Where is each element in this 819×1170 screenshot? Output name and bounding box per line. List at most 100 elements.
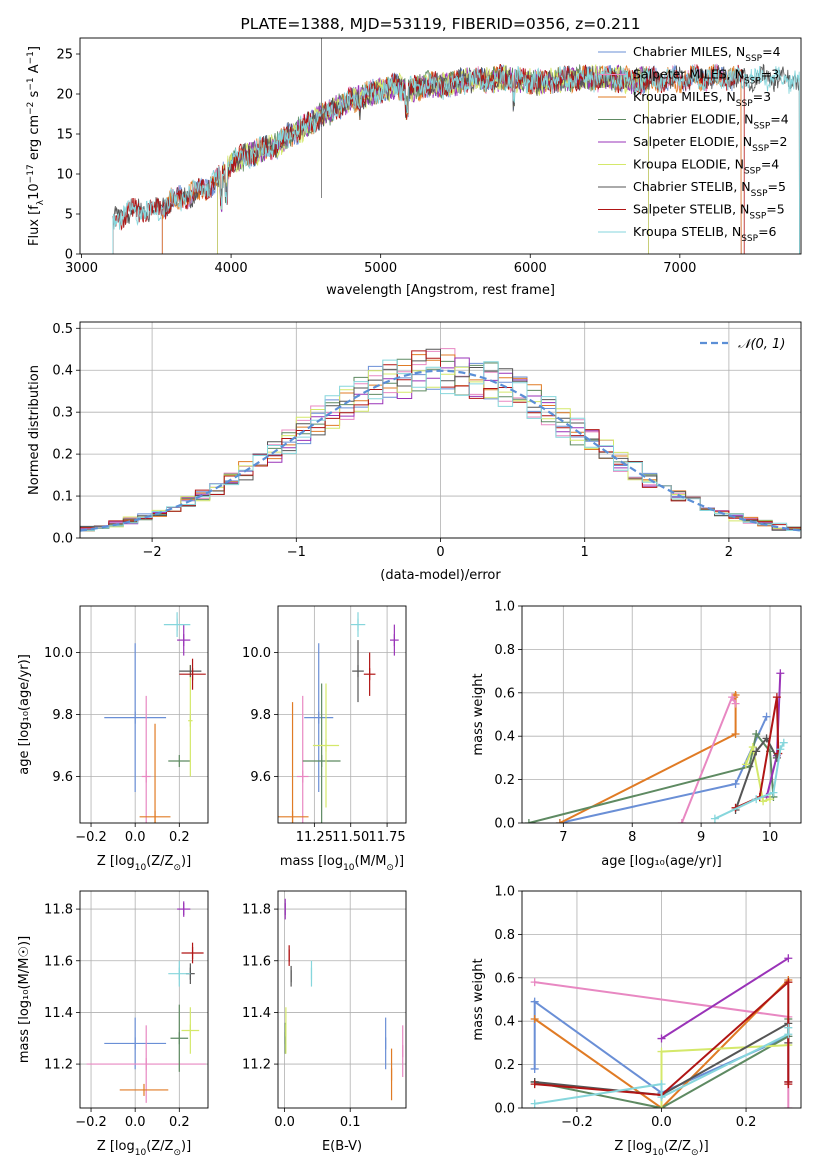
- label-part: Flux [f: [27, 205, 42, 246]
- y-tick-label: 11.8: [44, 903, 73, 918]
- label-part: Z [log: [614, 1139, 652, 1154]
- y-tick-label: 10.0: [242, 646, 271, 661]
- y-tick-label: 5: [65, 208, 73, 223]
- y-tick-label: 9.8: [52, 708, 73, 723]
- label-part: Kroupa STELIB, N: [633, 224, 741, 239]
- y-tick-label: 0.2: [52, 448, 73, 463]
- x-tick-label: 0.0: [125, 830, 146, 845]
- weight-lines: [530, 954, 793, 1108]
- legend-label: Kroupa STELIB, NSSP=6: [633, 224, 777, 244]
- weight-marker: [530, 1099, 539, 1108]
- label-part: 10: [652, 1148, 664, 1158]
- x-tick-label: 0.0: [651, 1115, 672, 1130]
- label-part: s: [27, 90, 42, 101]
- y-axis-label: mass [log₁₀(M/M☉)]: [17, 936, 32, 1063]
- weight-marker: [728, 693, 737, 702]
- spectrum-kroupa-elodie: [217, 63, 649, 254]
- label-part: Chabrier ELODIE, N: [633, 112, 753, 127]
- label-part: Kroupa ELODIE, N: [633, 157, 744, 172]
- label-part: )]: [181, 854, 191, 869]
- gaussian-curve: [80, 369, 801, 532]
- label-part: Salpeter MILES, N: [633, 67, 744, 82]
- weight-marker: [748, 743, 757, 752]
- weight-marker: [776, 745, 785, 754]
- x-axis-label: (data-model)/error: [380, 568, 501, 583]
- histogram-steps: [80, 348, 801, 534]
- weight-marker: [530, 1015, 539, 1024]
- x-axis-label: E(B-V): [322, 1139, 362, 1154]
- label-part: Salpeter STELIB, N: [633, 202, 749, 217]
- label-part: SSP: [749, 212, 766, 222]
- x-tick-label: 5000: [364, 261, 397, 276]
- y-tick-label: 0.4: [494, 730, 515, 745]
- y-tick-label: 11.4: [44, 1006, 73, 1021]
- y-tick-label: 0.4: [494, 1015, 515, 1030]
- weight-marker: [657, 1047, 666, 1056]
- y-tick-label: 15: [56, 128, 73, 143]
- axes-frame: [277, 890, 407, 1109]
- label-part: =2: [769, 134, 787, 149]
- label-part: ]: [27, 46, 42, 51]
- axes-frame: [79, 605, 209, 824]
- panel-Z_mass: −0.2 0.0 0.2 11.2 11.4 11.6 11.8 Z [log10(Z/Z⊙)…: [17, 890, 209, 1158]
- weight-lines: [524, 669, 788, 823]
- label-part: Z [log: [97, 854, 135, 869]
- weight-marker: [759, 797, 768, 806]
- y-tick-label: 0.5: [52, 322, 73, 337]
- weight-line-kroupa-elodie: [744, 743, 771, 803]
- y-tick-label: 0.8: [494, 928, 515, 943]
- weight-line-chabrier-stelib: [734, 736, 778, 811]
- x-axis-label: Z [log10(Z/Z⊙)]: [614, 1139, 708, 1158]
- legend-label: Salpeter STELIB, NSSP=5: [633, 202, 785, 222]
- axes-frame: [521, 890, 802, 1109]
- weight-marker: [530, 997, 539, 1006]
- weight-marker: [776, 669, 785, 678]
- panel-age_weight: 7 8 9 10 0.0 0.2 0.4 0.6 0.8 1.0 age [log₁₀(age/yr…: [471, 600, 802, 869]
- weight-marker: [752, 795, 761, 804]
- panel-Z_age: −0.2 0.0 0.2 9.6 9.8 10.0 Z [log10(Z/Z⊙)] age […: [17, 605, 209, 873]
- legend-label: Salpeter MILES, NSSP=3: [633, 67, 779, 87]
- y-tick-label: 9.6: [52, 770, 73, 785]
- label-part: −2: [26, 102, 36, 115]
- y-tick-label: 11.6: [44, 954, 73, 969]
- panel-Z_weight: −0.2 0.0 0.2 0.0 0.2 0.4 0.6 0.8 1.0 Z [log10(Z/Z…: [471, 885, 802, 1158]
- panel-EBV_mass: 0.0 0.1 11.2 11.4 11.6 11.8 E(B-V): [242, 890, 407, 1154]
- y-tick-label: 0.1: [52, 490, 73, 505]
- label-part: Chabrier STELIB, N: [633, 179, 751, 194]
- x-tick-label: 0: [436, 545, 444, 560]
- y-tick-label: 11.2: [242, 1058, 271, 1073]
- label-part: )]: [181, 1139, 191, 1154]
- x-tick-label: 0.2: [169, 830, 190, 845]
- spectrum-kroupa-stelib: [112, 64, 800, 254]
- weight-marker: [657, 1104, 666, 1108]
- y-tick-label: 0: [65, 248, 73, 263]
- y-tick-label: 9.6: [250, 770, 271, 785]
- weight-marker: [784, 1104, 793, 1108]
- label-part: Z [log: [97, 1139, 135, 1154]
- spectrum-panel: PLATE=1388, MJD=53119, FIBERID=0356, z=0…: [26, 15, 802, 298]
- legend-label: Chabrier ELODIE, NSSP=4: [633, 112, 789, 132]
- weight-marker: [731, 699, 740, 708]
- weight-marker: [731, 779, 740, 788]
- label-part: =5: [768, 179, 786, 194]
- weight-marker: [657, 1080, 666, 1089]
- spectrum-lines: [112, 38, 800, 254]
- x-tick-label: −1: [287, 545, 306, 560]
- y-axis-label: Normed distribution: [27, 365, 42, 495]
- label-part: (M/M: [355, 854, 387, 869]
- y-tick-label: 9.8: [250, 708, 271, 723]
- y-tick-label: 10.0: [44, 646, 73, 661]
- label-part: mass [log: [280, 854, 343, 869]
- weight-marker: [772, 693, 781, 702]
- errorbars: [278, 612, 399, 823]
- y-tick-label: 10: [56, 168, 73, 183]
- label-part: =3: [753, 89, 771, 104]
- y-axis-label: mass weight: [471, 673, 486, 755]
- x-tick-label: −0.2: [561, 1115, 593, 1130]
- label-part: SSP: [736, 99, 753, 109]
- x-axis-label: mass [log10(M/M⊙)]: [280, 854, 404, 873]
- x-tick-label: −0.2: [75, 830, 107, 845]
- weight-line-salpeter-elodie: [660, 957, 789, 1040]
- y-tick-label: 0.0: [52, 532, 73, 547]
- label-part: (Z/Z: [146, 854, 173, 869]
